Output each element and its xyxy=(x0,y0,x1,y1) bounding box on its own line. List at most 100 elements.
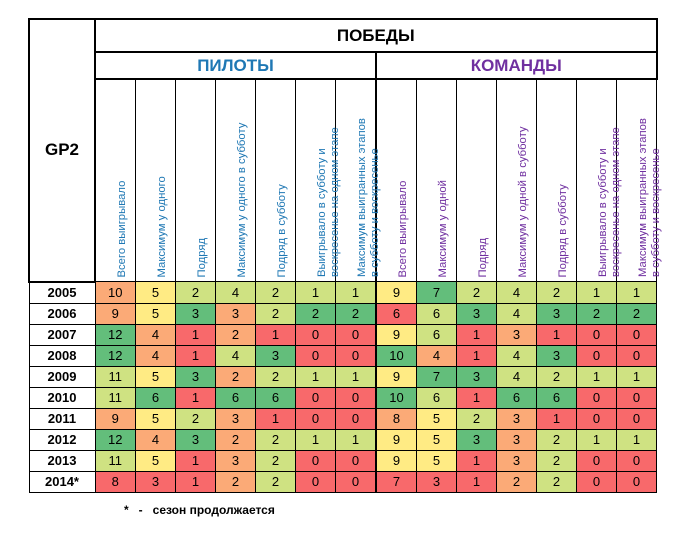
value-cell: 6 xyxy=(255,386,296,409)
value-cell: 3 xyxy=(496,407,537,430)
value-cell: 2 xyxy=(215,323,256,346)
value-cell: 2 xyxy=(175,407,216,430)
value-cell: 9 xyxy=(375,281,417,304)
value-cell: 7 xyxy=(416,281,457,304)
team-column-header-label: Максимум у одной xyxy=(436,179,449,277)
value-cell: 0 xyxy=(335,344,377,367)
value-cell: 1 xyxy=(456,323,497,346)
pilot-column-header: Подряд в субботу xyxy=(255,78,296,282)
value-cell: 2 xyxy=(175,281,216,304)
value-cell: 1 xyxy=(295,365,336,388)
value-cell: 4 xyxy=(215,344,256,367)
value-cell: 10 xyxy=(375,344,417,367)
value-cell: 9 xyxy=(375,365,417,388)
value-cell: 1 xyxy=(295,281,336,304)
gp2-wins-table: GP2 ПОБЕДЫ ПИЛОТЫ КОМАНДЫ Всего выигрыва… xyxy=(28,18,661,493)
group-pilots: ПИЛОТЫ xyxy=(94,51,377,80)
year-cell: 2007 xyxy=(28,323,96,346)
team-column-header-label: Максимум выигранных этапов в субботу и во… xyxy=(636,118,662,277)
team-column-header-label: Всего выигрывало xyxy=(396,180,409,277)
pilot-column-header-label: Максимум у одного в субботу xyxy=(235,122,248,277)
table-title: ПОБЕДЫ xyxy=(94,18,658,53)
value-cell: 1 xyxy=(175,323,216,346)
value-cell: 2 xyxy=(536,428,577,451)
value-cell: 9 xyxy=(375,449,417,472)
value-cell: 1 xyxy=(175,344,216,367)
value-cell: 1 xyxy=(456,386,497,409)
team-column-header: Максимум выигранных этапов в субботу и во… xyxy=(616,78,661,282)
year-cell: 2010 xyxy=(28,386,96,409)
value-cell: 1 xyxy=(456,344,497,367)
value-cell: 3 xyxy=(215,302,256,325)
value-cell: 5 xyxy=(135,449,176,472)
value-cell: 10 xyxy=(94,281,136,304)
value-cell: 2 xyxy=(456,407,497,430)
year-cell: 2006 xyxy=(28,302,96,325)
team-column-header: Выигрывало в субботу и воскресенье на одн… xyxy=(576,78,621,282)
table-row: 2014* 8 3 1 2 2 0 0 7 3 1 2 2 0 0 xyxy=(28,470,657,493)
value-cell: 2 xyxy=(616,302,657,325)
value-cell: 2 xyxy=(255,302,296,325)
table-row: 2008 12 4 1 4 3 0 0 10 4 1 4 3 0 0 xyxy=(28,344,657,367)
value-cell: 7 xyxy=(416,365,457,388)
value-cell: 1 xyxy=(576,281,617,304)
value-cell: 0 xyxy=(576,407,617,430)
value-cell: 3 xyxy=(416,470,457,493)
value-cell: 2 xyxy=(456,281,497,304)
value-cell: 3 xyxy=(215,407,256,430)
value-cell: 4 xyxy=(135,344,176,367)
value-cell: 0 xyxy=(576,323,617,346)
value-cell: 0 xyxy=(335,449,377,472)
team-column-header: Максимум у одной в субботу xyxy=(496,78,537,282)
value-cell: 4 xyxy=(496,302,537,325)
pilot-column-header-label: Максимум у одного xyxy=(155,175,168,277)
value-cell: 5 xyxy=(416,407,457,430)
value-cell: 0 xyxy=(335,386,377,409)
value-cell: 3 xyxy=(536,302,577,325)
value-cell: 0 xyxy=(616,407,657,430)
value-cell: 1 xyxy=(175,470,216,493)
group-teams: КОМАНДЫ xyxy=(375,51,658,80)
value-cell: 1 xyxy=(175,386,216,409)
value-cell: 7 xyxy=(375,470,417,493)
value-cell: 0 xyxy=(295,344,336,367)
value-cell: 3 xyxy=(536,344,577,367)
series-label: GP2 xyxy=(28,18,96,283)
value-cell: 2 xyxy=(255,470,296,493)
value-cell: 6 xyxy=(416,386,457,409)
value-cell: 9 xyxy=(94,302,136,325)
table-row: 2007 12 4 1 2 1 0 0 9 6 1 3 1 0 0 xyxy=(28,323,657,346)
value-cell: 6 xyxy=(215,386,256,409)
value-cell: 1 xyxy=(616,281,657,304)
value-cell: 5 xyxy=(135,302,176,325)
value-cell: 11 xyxy=(94,365,136,388)
value-cell: 3 xyxy=(496,449,537,472)
pilot-column-header: Подряд xyxy=(175,78,216,282)
value-cell: 6 xyxy=(135,386,176,409)
value-cell: 3 xyxy=(456,302,497,325)
value-cell: 8 xyxy=(375,407,417,430)
value-cell: 0 xyxy=(616,470,657,493)
value-cell: 1 xyxy=(335,428,377,451)
value-cell: 12 xyxy=(94,344,136,367)
value-cell: 10 xyxy=(375,386,417,409)
value-cell: 0 xyxy=(576,470,617,493)
table-body: 2005 10 5 2 4 2 1 1 9 7 2 4 2 1 1 2006 9 5 3 3 2 2 2 6 6 3 4 3 2 2 200… xyxy=(28,281,657,493)
value-cell: 3 xyxy=(496,323,537,346)
value-cell: 0 xyxy=(335,470,377,493)
pilot-column-header-label: Подряд в субботу xyxy=(275,183,288,277)
value-cell: 2 xyxy=(536,281,577,304)
value-cell: 2 xyxy=(576,302,617,325)
value-cell: 0 xyxy=(616,344,657,367)
value-cell: 2 xyxy=(536,449,577,472)
value-cell: 6 xyxy=(536,386,577,409)
value-cell: 6 xyxy=(496,386,537,409)
group-row: ПИЛОТЫ КОМАНДЫ xyxy=(29,51,658,80)
value-cell: 4 xyxy=(135,428,176,451)
value-cell: 0 xyxy=(616,323,657,346)
value-cell: 6 xyxy=(416,323,457,346)
value-cell: 0 xyxy=(616,449,657,472)
pilot-column-header: Всего выигрывало xyxy=(94,78,136,282)
value-cell: 5 xyxy=(416,428,457,451)
value-cell: 6 xyxy=(416,302,457,325)
